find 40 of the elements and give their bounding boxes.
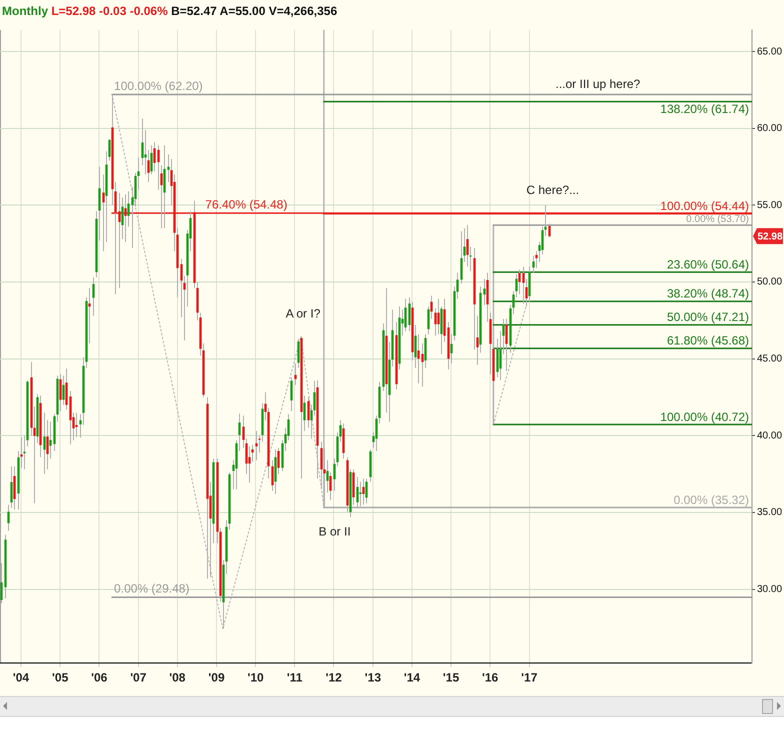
x-tick-label: '16 <box>482 670 499 685</box>
x-tick-label: '08 <box>169 670 186 685</box>
y-tick-label: 30.00 <box>757 584 782 595</box>
text: 52.98 <box>757 231 783 242</box>
x-tick-label: '04 <box>12 670 30 685</box>
series-label: 61.80% (45.68) <box>666 334 749 348</box>
chart-title: Monthly L=52.98 -0.03 -0.06% B=52.47 A=55.00 V=4,266,356 <box>2 4 338 18</box>
x-tick-label: '11 <box>286 670 303 685</box>
y-tick-label: 55.00 <box>757 200 782 211</box>
series-label: 0.00% (53.70) <box>686 214 749 225</box>
x-tick-label: '10 <box>247 670 264 685</box>
x-tick-label: '13 <box>364 670 382 685</box>
series-label: 0.00% (29.48) <box>114 582 190 596</box>
annotation: B or II <box>318 524 351 538</box>
y-tick-label: 60.00 <box>757 123 782 134</box>
y-tick-label: 45.00 <box>757 354 782 365</box>
x-tick-label: '05 <box>52 670 69 685</box>
x-tick-label: '06 <box>91 670 108 685</box>
series-label: 38.20% (48.74) <box>666 286 749 301</box>
x-tick-label: '12 <box>326 670 342 685</box>
series-label: 100.00% (54.44) <box>660 199 749 214</box>
x-tick-label: '09 <box>208 670 225 685</box>
x-tick-label: '14 <box>404 670 420 685</box>
annotation: ...or III up here? <box>555 76 641 91</box>
y-tick-label: 65.00 <box>757 46 782 58</box>
series-label: 0.00% (35.32) <box>674 492 749 507</box>
series-label: 23.60% (50.64) <box>666 257 749 272</box>
series-label: 100.00% (62.20) <box>114 78 203 93</box>
x-tick-label: '17 <box>521 670 538 685</box>
x-tick-label: '07 <box>130 670 147 685</box>
y-tick-label: 35.00 <box>757 507 782 518</box>
x-tick-label: '15 <box>442 670 460 685</box>
series-label: 138.20% (61.74) <box>660 102 749 116</box>
annotation: A or I? <box>286 306 321 321</box>
series-label: 100.00% (40.72) <box>660 410 749 424</box>
series-label: 76.40% (54.48) <box>205 197 288 212</box>
series-label: 50.00% (47.21) <box>666 310 749 324</box>
annotation: C here?... <box>526 183 580 198</box>
y-tick-label: 40.00 <box>757 430 782 442</box>
y-tick-label: 50.00 <box>757 276 782 288</box>
